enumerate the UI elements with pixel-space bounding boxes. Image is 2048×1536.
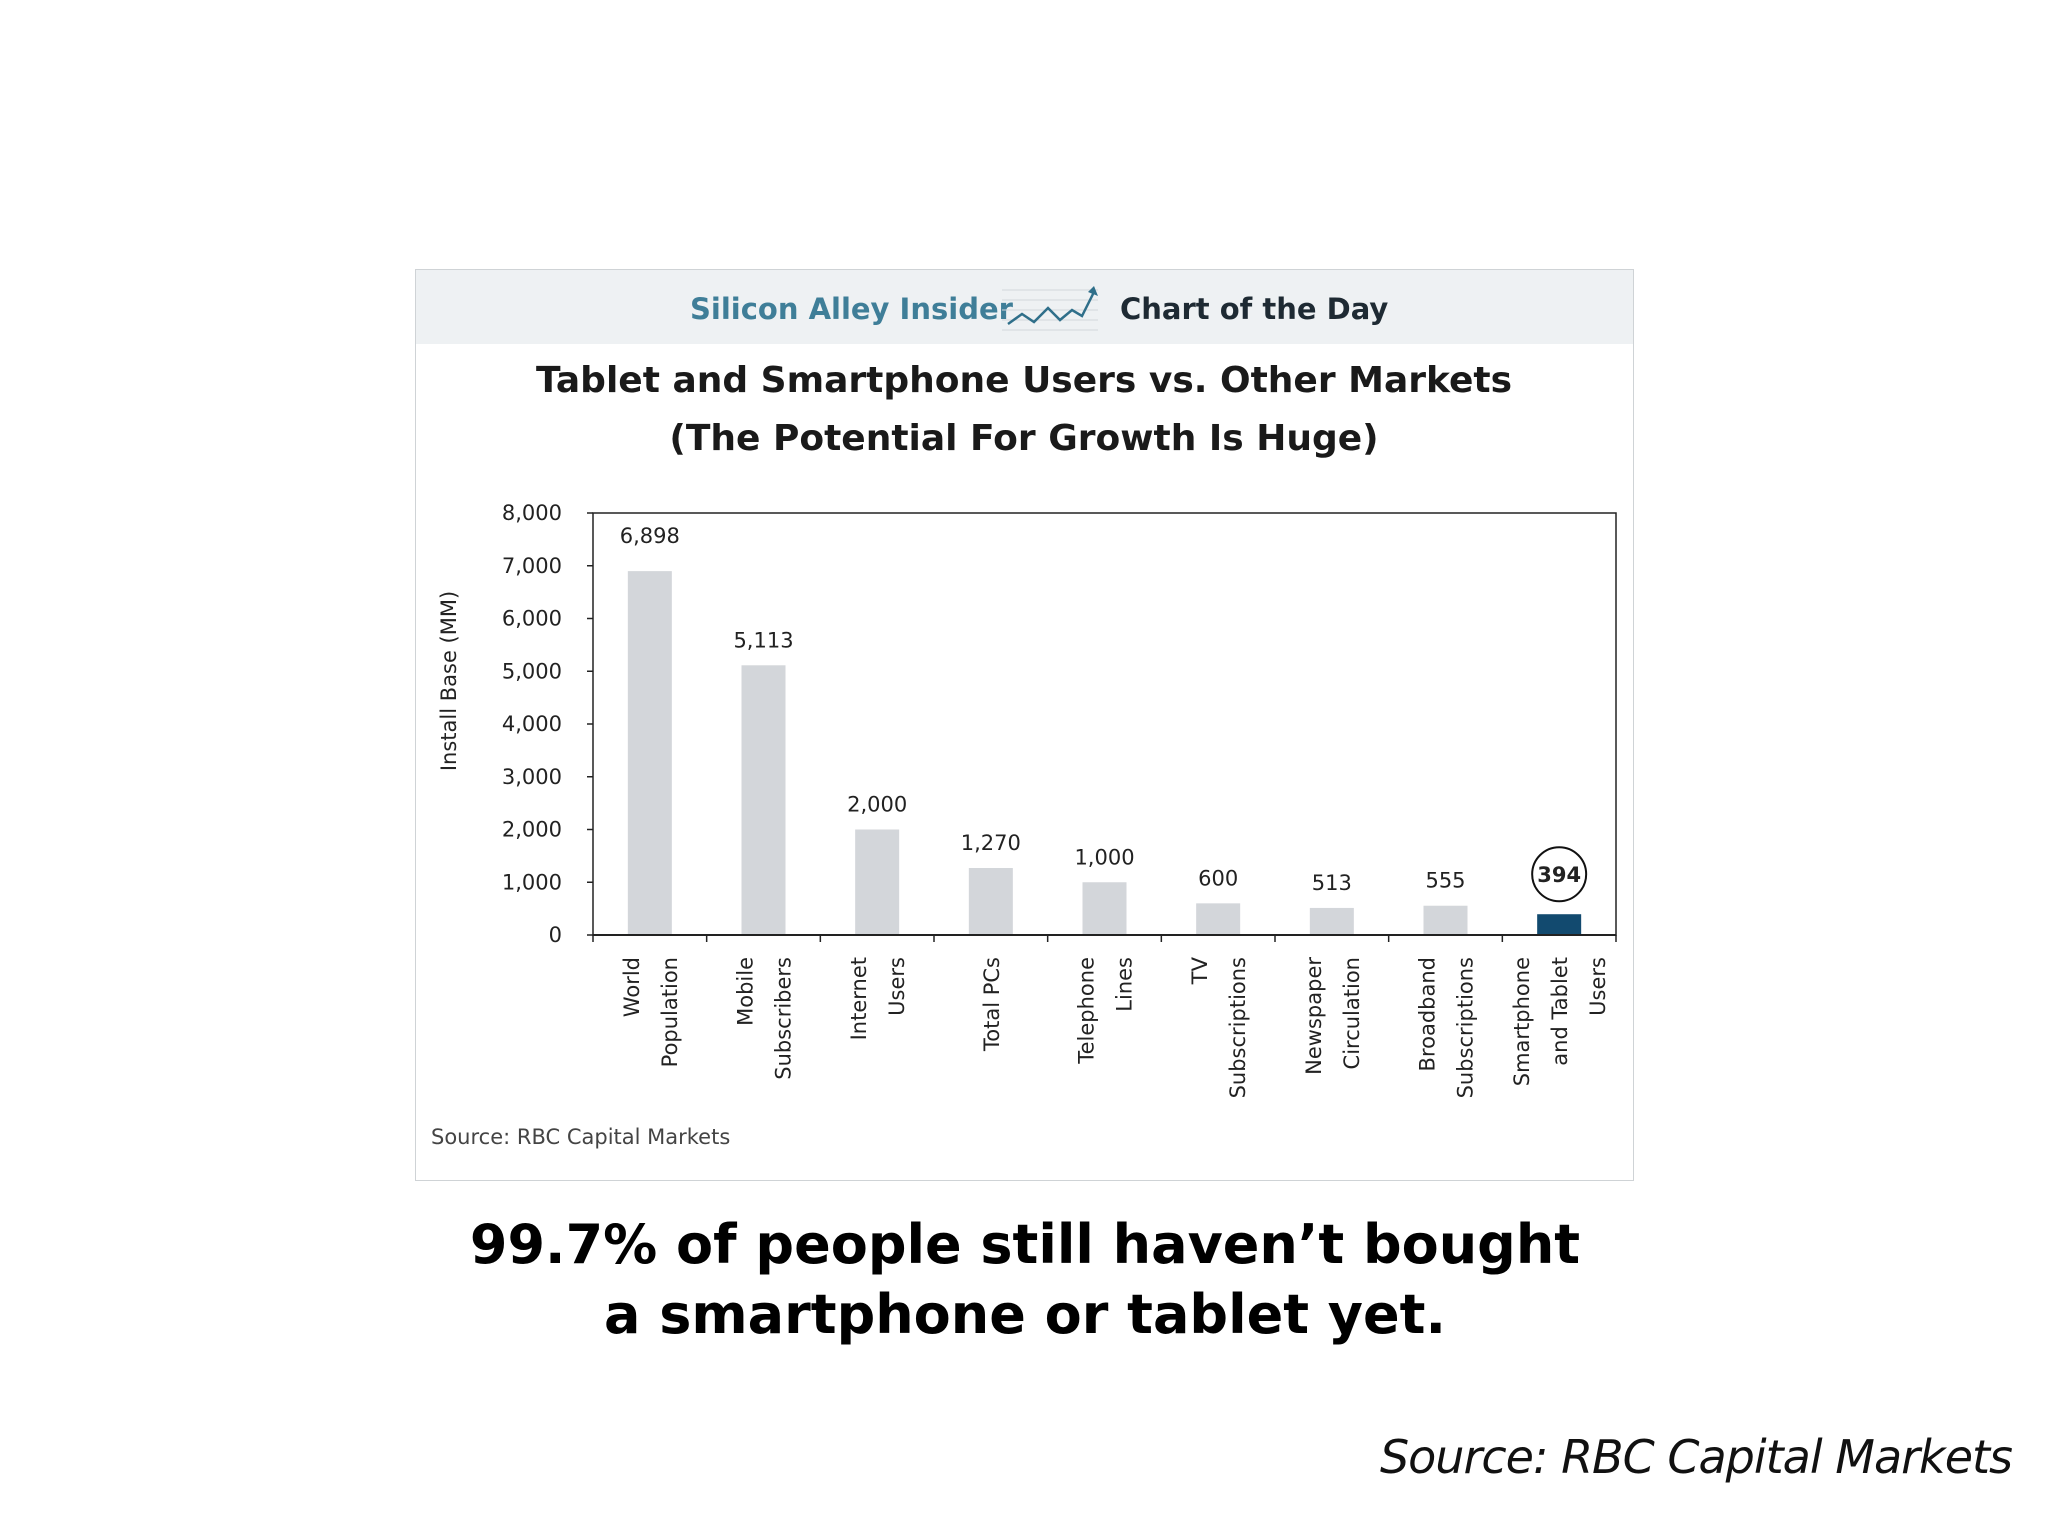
value-label: 2,000 xyxy=(847,793,907,817)
chart-title: Tablet and Smartphone Users vs. Other Ma… xyxy=(536,360,1512,401)
y-tick-label: 4,000 xyxy=(502,712,562,736)
chart-source: Source: RBC Capital Markets xyxy=(431,1125,730,1149)
bars-group xyxy=(627,571,1582,935)
trend-line-icon xyxy=(1002,286,1098,331)
headline-line-2: a smartphone or tablet yet. xyxy=(604,1283,1446,1346)
value-label: 394 xyxy=(1537,863,1581,887)
x-category-label: Population xyxy=(658,957,682,1067)
chart-card: Silicon Alley Insider Chart of the Day T… xyxy=(415,269,1634,1181)
x-category-label: Internet xyxy=(847,957,871,1040)
y-tick-label: 2,000 xyxy=(502,818,562,842)
x-category-label: Circulation xyxy=(1340,957,1364,1069)
y-tick-label: 1,000 xyxy=(502,870,562,894)
value-label: 1,000 xyxy=(1074,845,1134,869)
x-category-label: Telephone xyxy=(1075,957,1099,1065)
chart-subtitle: (The Potential For Growth Is Huge) xyxy=(669,418,1378,459)
value-label: 555 xyxy=(1425,869,1465,893)
value-label: 6,898 xyxy=(620,524,680,548)
chart-of-the-day-label: Chart of the Day xyxy=(1120,292,1389,326)
x-category-label: Users xyxy=(1586,957,1610,1016)
bar-chart: Tablet and Smartphone Users vs. Other Ma… xyxy=(431,360,1617,1149)
x-category-label: Newspaper xyxy=(1302,957,1326,1075)
value-labels-group: 6,898 5,113 2,000 1,270 1,000 600 513 555 394 xyxy=(620,524,1588,903)
value-label: 600 xyxy=(1198,866,1238,890)
bar-highlight xyxy=(1537,914,1582,935)
bar xyxy=(1196,903,1241,935)
bar xyxy=(1423,905,1468,935)
footer-source: Source: RBC Capital Markets xyxy=(1379,1430,2013,1484)
y-axis-label: Install Base (MM) xyxy=(437,591,461,771)
bar xyxy=(1309,907,1354,935)
headline-line-1: 99.7% of people still haven’t bought xyxy=(469,1213,1581,1276)
x-category-label: and Tablet xyxy=(1548,957,1572,1066)
bar xyxy=(741,665,786,935)
x-category-label: TV xyxy=(1188,956,1212,985)
x-axis-labels-group: World Population Mobile Subscribers Internet… xyxy=(592,934,1617,1098)
x-category-label: Lines xyxy=(1113,957,1137,1012)
y-tick-label: 8,000 xyxy=(502,501,562,525)
highlight-circle xyxy=(1531,846,1588,903)
x-category-label: Subscribers xyxy=(772,957,796,1080)
x-category-label: World xyxy=(620,957,644,1017)
bar xyxy=(855,829,900,935)
bar xyxy=(1082,882,1127,935)
chart-header: Silicon Alley Insider Chart of the Day xyxy=(416,270,1633,344)
x-category-label: Users xyxy=(885,957,909,1016)
y-tick-label: 6,000 xyxy=(502,607,562,631)
y-axis-ticks: 0 1,000 2,000 3,000 4,000 5,000 6,000 7,000 8,00… xyxy=(502,501,593,947)
x-category-label: Broadband xyxy=(1416,957,1440,1071)
value-label: 513 xyxy=(1312,871,1352,895)
x-category-label: Subscriptions xyxy=(1226,957,1250,1098)
x-category-label: Mobile xyxy=(734,957,758,1026)
value-label: 5,113 xyxy=(733,628,793,652)
headline: 99.7% of people still haven’t bought a s… xyxy=(300,1210,1750,1350)
value-label: 1,270 xyxy=(961,831,1021,855)
y-tick-label: 0 xyxy=(549,923,562,947)
brand-name: Silicon Alley Insider xyxy=(690,292,1013,326)
y-tick-label: 7,000 xyxy=(502,554,562,578)
bar xyxy=(627,571,672,935)
x-category-label: Smartphone xyxy=(1510,957,1534,1086)
y-tick-label: 5,000 xyxy=(502,659,562,683)
x-category-label: Subscriptions xyxy=(1454,957,1478,1098)
x-category-label: Total PCs xyxy=(980,957,1004,1052)
y-tick-label: 3,000 xyxy=(502,765,562,789)
bar xyxy=(968,868,1013,935)
